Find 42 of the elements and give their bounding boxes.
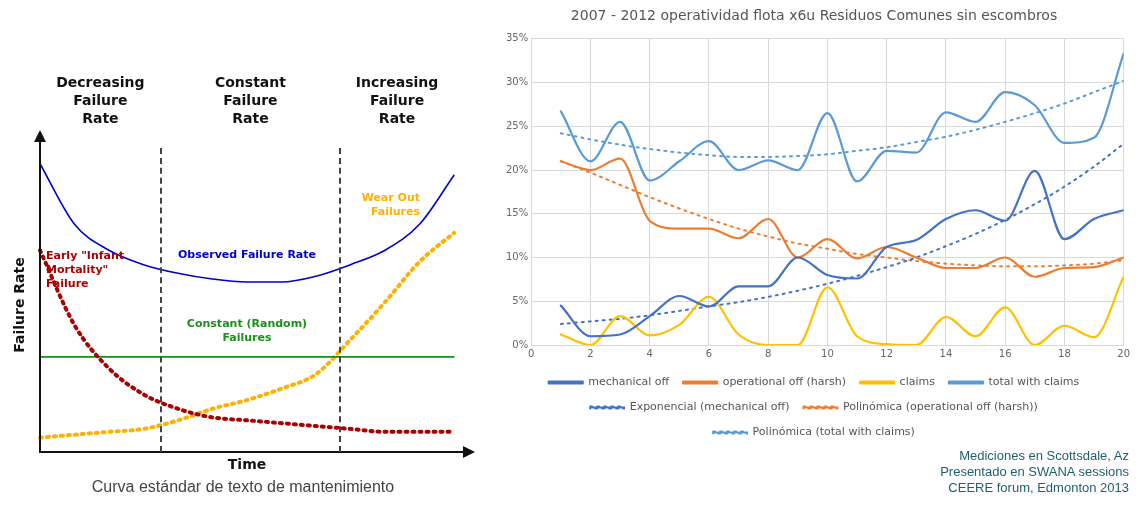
- x-tick-label: 16: [998, 347, 1012, 359]
- line-series: [559, 275, 1124, 345]
- legend-label: Polinómica (operational off (harsh)): [842, 400, 1038, 414]
- series-label: Observed Failure Rate: [178, 248, 316, 262]
- legend-label: claims: [899, 375, 936, 389]
- x-tick-label: 2: [587, 347, 594, 359]
- text: Constant Failure Rate: [214, 73, 287, 126]
- series-label: Constant (Random) Failures: [186, 317, 308, 345]
- x-tick-label: 10: [821, 347, 834, 359]
- y-tick-label: 20%: [505, 163, 529, 175]
- x-axis-title: Time: [227, 455, 267, 472]
- line-series: [559, 52, 1124, 183]
- text: CEERE forum, Edmonton 2013: [947, 480, 1129, 496]
- x-tick-label: 0: [528, 347, 535, 359]
- series-label: Early "Infant Mortality" Failure: [46, 248, 125, 290]
- text: Curva estándar de texto de mantenimiento: [90, 478, 396, 496]
- text: Presentado en SWANA sessions: [939, 464, 1129, 480]
- text: Wear Out Failures: [361, 191, 421, 219]
- legend-label: mechanical off: [588, 375, 670, 389]
- x-tick-label: 8: [765, 347, 772, 359]
- x-tick-label: 12: [880, 347, 894, 359]
- text: Mediciones en Scottsdale, Az: [958, 448, 1129, 464]
- y-tick-label: 5%: [512, 294, 529, 306]
- text: Increasing Failure Rate: [355, 73, 439, 126]
- y-axis-title: Failure Rate: [10, 257, 27, 353]
- y-tick-label: 10%: [505, 251, 529, 263]
- y-tick-label: 0%: [512, 338, 529, 350]
- legend-label: total with claims: [988, 375, 1080, 389]
- text: Decreasing Failure Rate: [56, 73, 145, 126]
- legend-label: operational off (harsh): [722, 375, 847, 389]
- x-tick-label: 6: [705, 347, 713, 359]
- y-tick-label: 35%: [505, 32, 529, 44]
- y-tick-label: 15%: [505, 207, 529, 219]
- chart-title: 2007 - 2012 operatividad flota x6u Residuos Comunes sin escombros: [570, 7, 1058, 24]
- y-tick-label: 25%: [505, 119, 529, 131]
- legend-label: Polinómica (total with claims): [752, 425, 915, 439]
- y-tick-label: 30%: [505, 76, 529, 88]
- x-tick-label: 4: [646, 347, 653, 359]
- x-tick-label: 20: [1117, 347, 1130, 359]
- x-tick-label: 18: [1058, 347, 1071, 359]
- legend-label: Exponencial (mechanical off): [629, 400, 790, 414]
- x-tick-label: 14: [939, 347, 953, 359]
